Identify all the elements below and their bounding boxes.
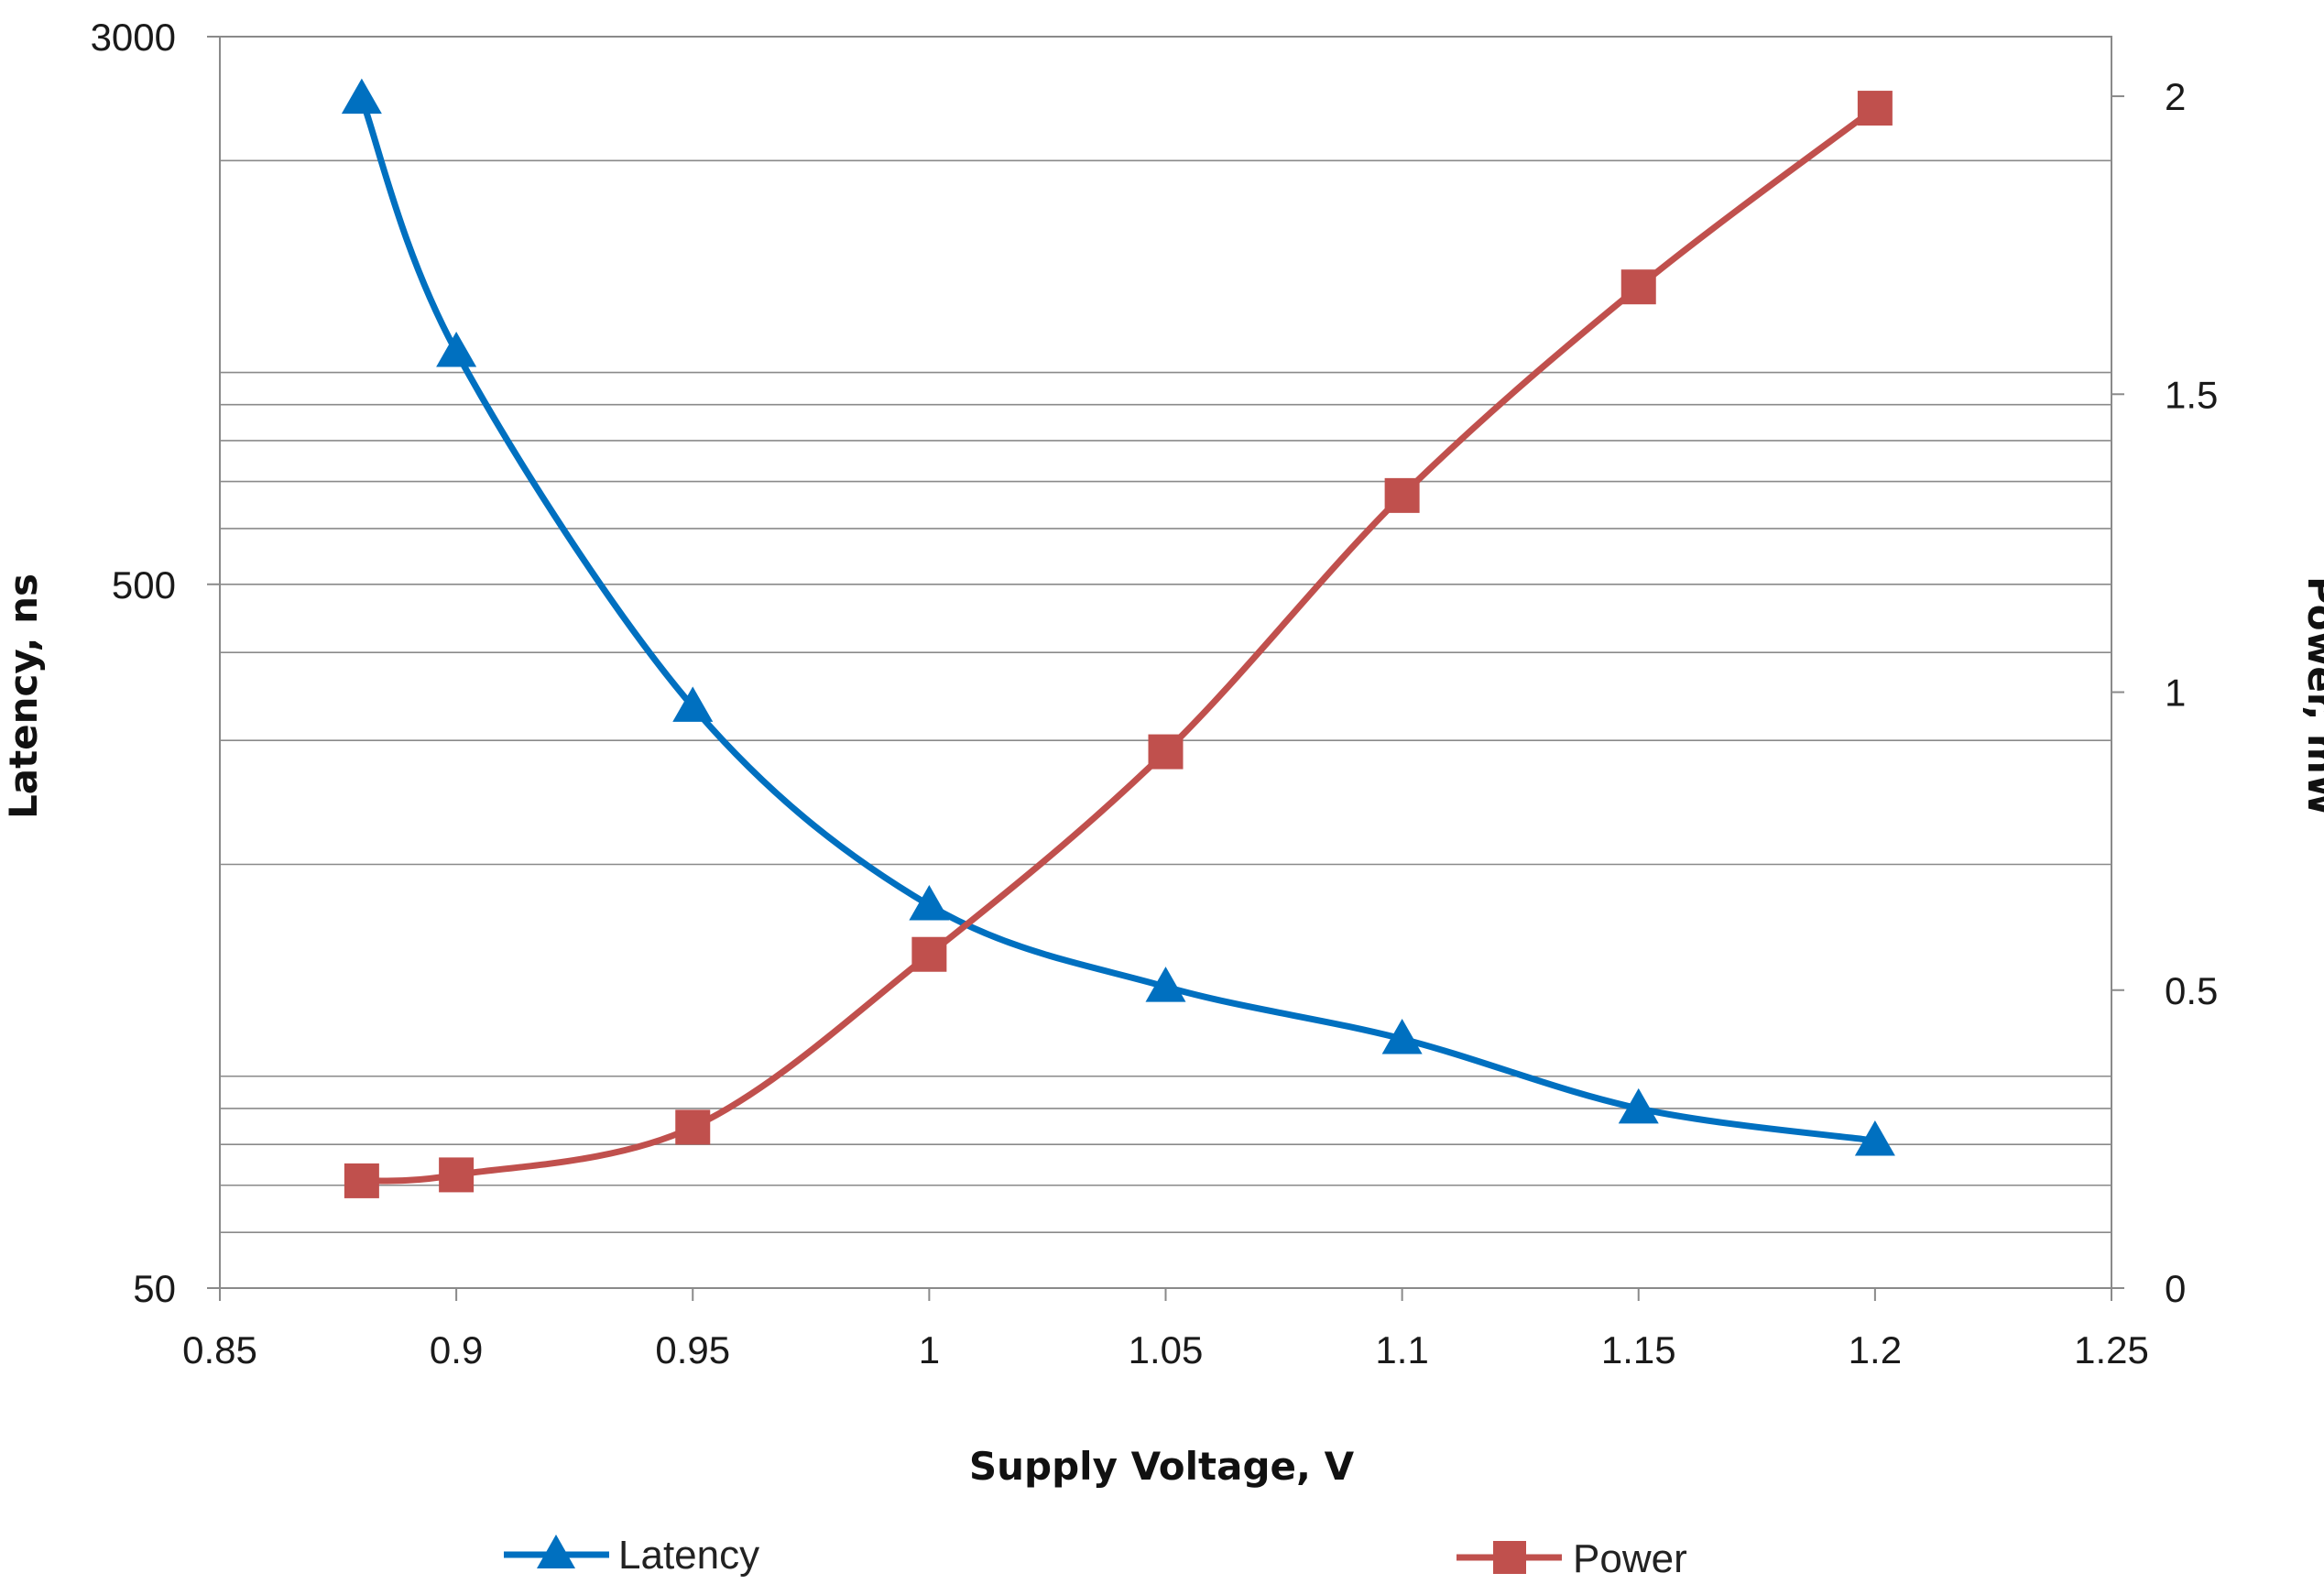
left-axis-title: Latency, ns [1, 574, 46, 819]
data-point-power [1857, 91, 1893, 126]
plot-area [219, 36, 2112, 1289]
data-point-latency [1381, 1018, 1423, 1054]
x-tick-label: 0.9 [430, 1328, 483, 1371]
x-tick-label: 0.85 [182, 1328, 257, 1371]
data-point-power [439, 1157, 475, 1193]
data-point-latency [1145, 967, 1186, 1002]
legend-label-latency: Latency [618, 1533, 759, 1578]
series-line-power [358, 104, 1879, 1185]
legend-power-marker [1493, 1541, 1526, 1574]
y2-tick-label: 2 [2165, 75, 2186, 118]
data-point-latency [909, 885, 950, 921]
x-axis-title: Supply Voltage, V [969, 1444, 1355, 1489]
x-tick-label: 1.1 [1375, 1328, 1428, 1371]
data-point-latency [672, 686, 714, 722]
data-point-latency [436, 331, 477, 367]
data-point-power [1148, 734, 1184, 770]
y2-tick-label: 0 [2165, 1267, 2186, 1310]
legend-item-latency: Latency [504, 1533, 759, 1578]
left-axis-ticks: 50 500 3000 [91, 16, 220, 1310]
data-point-power [1620, 269, 1656, 305]
y2-tick-label: 1 [2165, 672, 2186, 715]
data-point-power [1384, 477, 1420, 513]
data-point-latency [341, 78, 382, 115]
data-point-latency [1618, 1087, 1659, 1124]
y2-tick-label: 0.5 [2165, 969, 2218, 1012]
x-tick-label: 1.25 [2074, 1328, 2149, 1371]
data-point-power [911, 936, 947, 972]
right-axis-ticks: 0 0.5 1 1.5 2 [2111, 75, 2218, 1310]
y-tick-label: 500 [112, 563, 176, 606]
data-point-power [675, 1109, 711, 1145]
x-tick-label: 1 [919, 1328, 940, 1371]
y2-tick-label: 1.5 [2165, 373, 2218, 416]
legend: Latency Power [504, 1533, 1687, 1581]
data-point-power [344, 1163, 379, 1198]
series-line-latency [358, 95, 1879, 1144]
series [341, 78, 1895, 1198]
right-axis-title: Power, mW [2299, 576, 2324, 816]
legend-item-power: Power [1457, 1536, 1687, 1581]
x-axis-ticks: 0.85 0.9 0.95 1 1.05 1.1 1.15 1.2 1.25 [182, 1288, 2149, 1371]
x-tick-label: 1.05 [1129, 1328, 1204, 1371]
y-tick-label: 3000 [91, 16, 176, 59]
gridlines [220, 36, 2111, 1233]
legend-latency-marker [537, 1535, 575, 1568]
y-tick-label: 50 [133, 1267, 176, 1310]
legend-label-power: Power [1573, 1536, 1687, 1581]
x-tick-label: 1.15 [1601, 1328, 1676, 1371]
x-tick-label: 0.95 [655, 1328, 730, 1371]
data-point-latency [1854, 1120, 1895, 1156]
x-tick-label: 1.2 [1849, 1328, 1902, 1371]
